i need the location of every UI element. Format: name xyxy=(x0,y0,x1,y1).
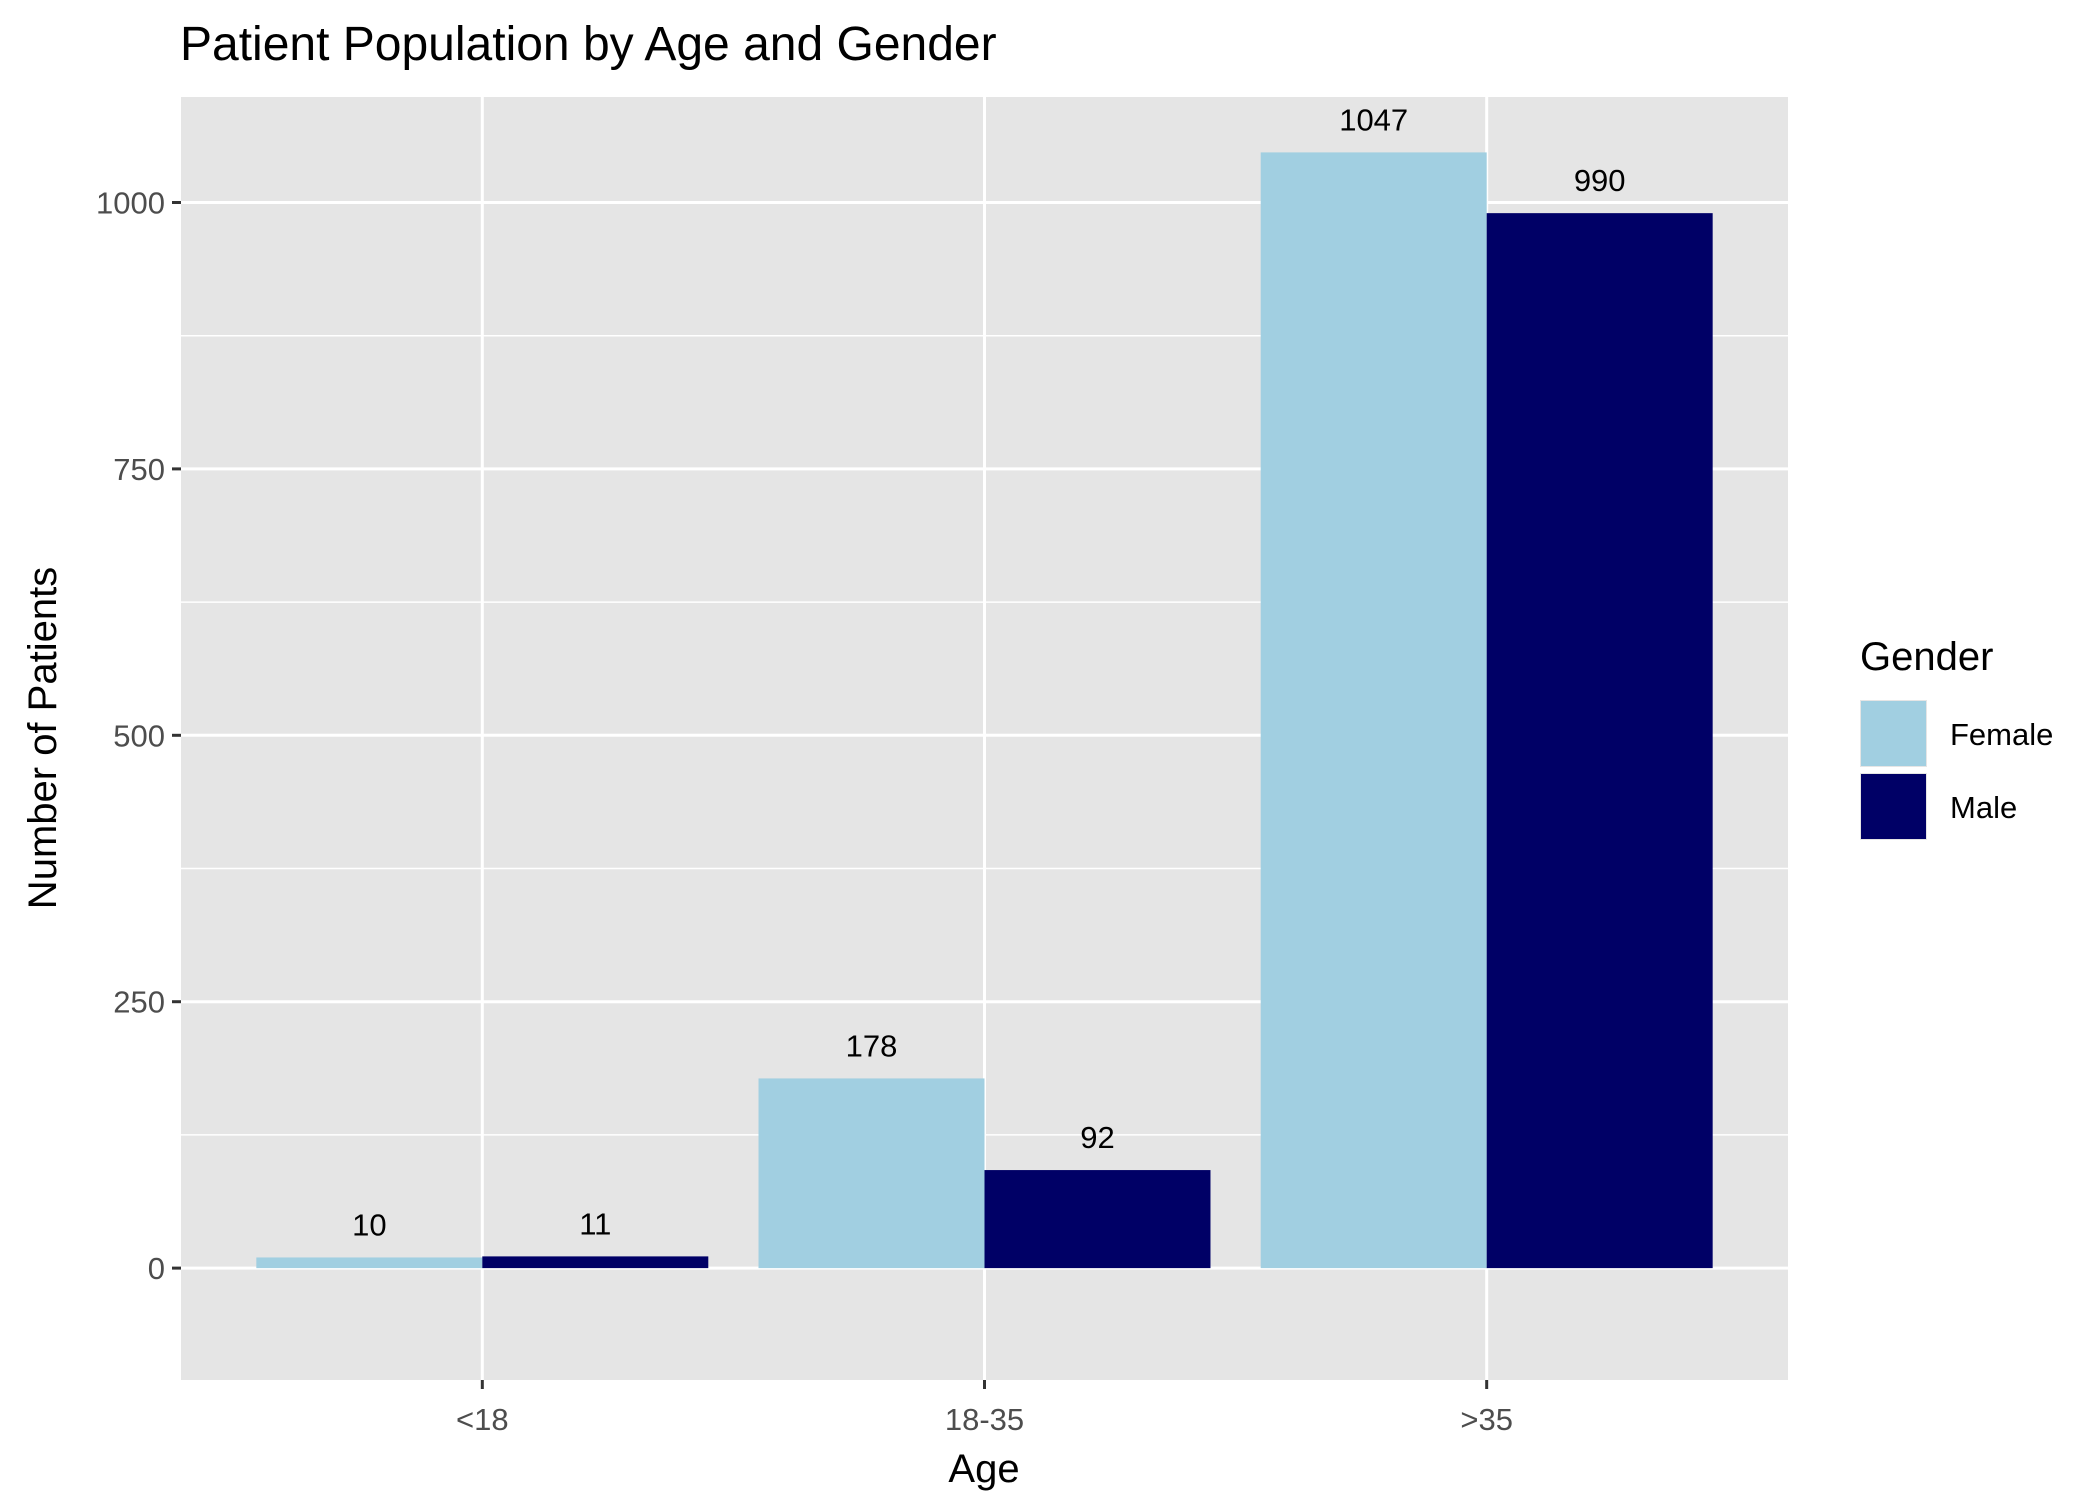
data-label: 1047 xyxy=(1339,102,1408,137)
x-tick-label: >35 xyxy=(1460,1402,1513,1437)
bar xyxy=(256,1257,483,1269)
y-tick-label: 250 xyxy=(113,985,165,1020)
x-axis: <18 18-35 >35 xyxy=(456,1380,1513,1437)
data-label: 10 xyxy=(352,1207,386,1242)
legend-key-swatch xyxy=(1861,701,1926,766)
legend: Gender Female Male xyxy=(1860,635,2053,840)
x-axis-title: Age xyxy=(948,1447,1019,1491)
legend-label: Female xyxy=(1950,717,2053,752)
legend-label: Male xyxy=(1950,790,2017,825)
data-label: 92 xyxy=(1080,1120,1114,1155)
y-tick-label: 500 xyxy=(113,718,165,753)
y-tick-label: 750 xyxy=(113,452,165,487)
legend-key-swatch xyxy=(1861,774,1926,839)
y-axis: 0 250 500 750 1000 xyxy=(96,185,181,1286)
chart-title: Patient Population by Age and Gender xyxy=(180,18,997,71)
x-tick-label: 18-35 xyxy=(945,1402,1024,1437)
data-label: 990 xyxy=(1574,163,1626,198)
legend-title: Gender xyxy=(1860,635,1993,679)
bar xyxy=(1260,152,1487,1269)
data-label: 11 xyxy=(579,1206,611,1241)
bar xyxy=(482,1256,709,1269)
data-labels: 10 178 1047 11 92 990 xyxy=(352,102,1625,1242)
data-label: 178 xyxy=(846,1028,898,1063)
y-axis-title: Number of Patients xyxy=(21,567,65,909)
x-tick-label: <18 xyxy=(456,1402,509,1437)
bar xyxy=(758,1078,985,1269)
y-tick-label: 1000 xyxy=(96,185,165,220)
bar xyxy=(984,1170,1211,1269)
legend-items: Female Male xyxy=(1860,700,2053,840)
y-tick-label: 0 xyxy=(148,1251,165,1286)
bar xyxy=(1486,213,1713,1269)
bars xyxy=(256,152,1713,1269)
